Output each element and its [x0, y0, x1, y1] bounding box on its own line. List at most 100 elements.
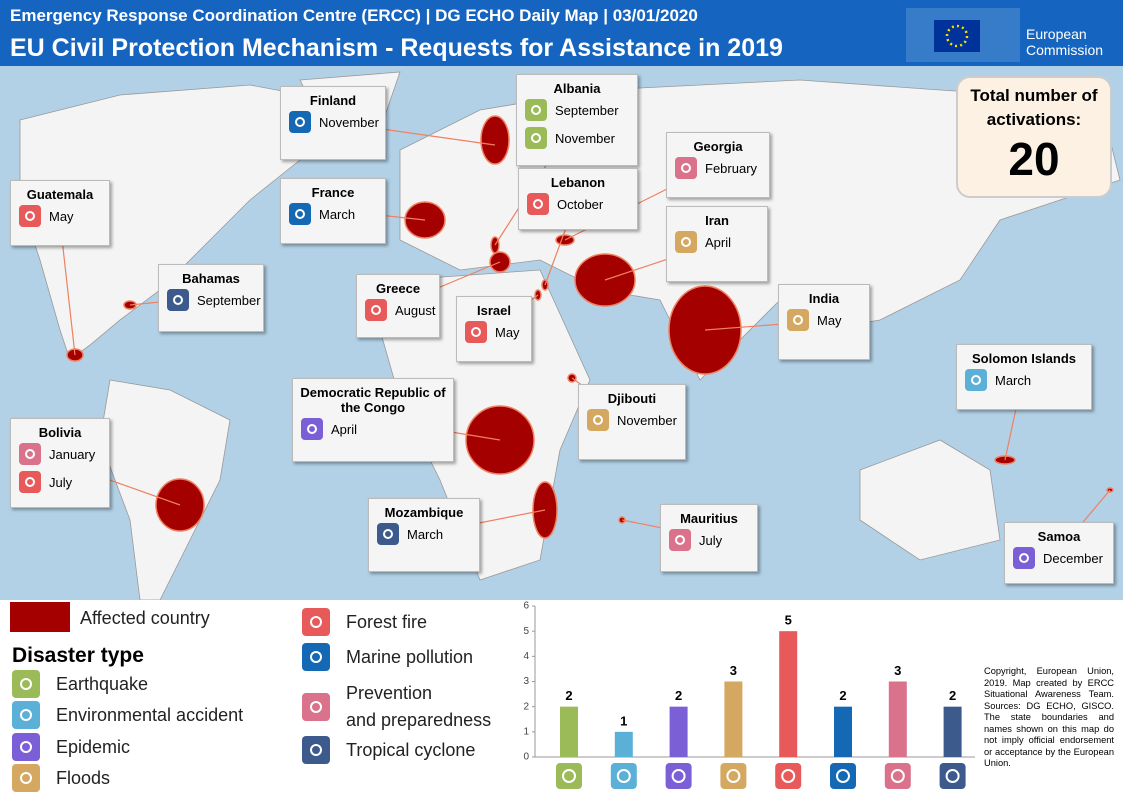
category-icon [775, 763, 802, 789]
country-name: Israel [477, 303, 511, 318]
legend-icon [12, 670, 40, 698]
legend-icon [12, 733, 40, 761]
bar [834, 706, 852, 757]
y-tick-label: 3 [523, 676, 529, 687]
category-icon-glyph [616, 769, 631, 783]
y-tick-label: 0 [523, 752, 529, 763]
country-box: Bolivia January July [10, 418, 110, 508]
disaster-icon [377, 523, 399, 545]
disaster-icon [289, 203, 311, 225]
value-label: 2 [675, 688, 682, 703]
event-row: March [369, 520, 479, 548]
legend-label: Earthquake [56, 673, 149, 694]
value-label: 3 [730, 663, 737, 678]
disaster-icon [19, 443, 41, 465]
country-name: Greece [375, 281, 421, 296]
legend-label: Forest fire [346, 611, 428, 632]
disaster-icon [787, 309, 809, 331]
category-icon-glyph [945, 769, 960, 783]
category-icon-glyph [890, 769, 905, 783]
logo-text: European Commission [1026, 26, 1104, 58]
eu-logo [906, 8, 1020, 62]
disaster-icon [527, 193, 549, 215]
event-month: November [617, 412, 677, 428]
event-row: September [159, 286, 263, 314]
y-tick-label: 1 [523, 726, 529, 737]
affected-country [480, 115, 510, 165]
country-box: France March [280, 178, 386, 244]
legend-item: Tropical cyclone [302, 736, 475, 764]
category-icon [830, 763, 856, 789]
country-box: Lebanon October [518, 168, 638, 230]
country-name: Bahamas [182, 271, 240, 286]
disaster-icon [167, 289, 189, 311]
legend-title: Disaster type [12, 644, 144, 667]
event-month: October [557, 196, 604, 212]
event-month: August [395, 302, 436, 318]
event-row: March [281, 200, 385, 228]
disaster-icon [19, 471, 41, 493]
event-month: April [705, 234, 732, 250]
event-month: May [49, 208, 74, 224]
y-tick-label: 4 [523, 651, 529, 662]
legend-item: Earthquake [12, 670, 148, 698]
legend-item: Prevention and preparedness [302, 680, 491, 734]
event-row: January [11, 440, 109, 468]
country-box: Finland November [280, 86, 386, 160]
bar [943, 706, 962, 757]
event-row: March [957, 366, 1091, 394]
legend-label: Floods [56, 767, 111, 788]
y-tick-label: 2 [523, 701, 529, 712]
header-bar [0, 0, 1123, 66]
country-name: Djibouti [607, 391, 657, 406]
category-icon [556, 763, 582, 789]
bar [888, 681, 907, 757]
disaster-icon [465, 321, 487, 343]
event-row: July [11, 468, 109, 496]
event-row: December [1005, 544, 1113, 572]
country-box: Mozambique March [368, 498, 480, 572]
bar [779, 631, 798, 757]
category-icon-glyph [562, 769, 576, 783]
event-row: April [667, 228, 767, 256]
value-label: 1 [620, 713, 627, 728]
y-tick-label: 6 [523, 601, 529, 612]
disaster-icon [525, 127, 547, 149]
country-box: Iran April [666, 206, 768, 282]
value-label: 2 [949, 688, 956, 703]
bar [560, 706, 578, 757]
event-month: February [705, 160, 758, 176]
legend-icon [12, 764, 40, 792]
country-name: Mozambique [384, 505, 464, 520]
bar [724, 681, 743, 757]
event-month: January [49, 446, 96, 462]
value-label: 5 [785, 613, 792, 628]
category-icon [720, 763, 747, 789]
legend-item: Epidemic [12, 733, 130, 761]
event-month: November [555, 130, 615, 146]
disaster-icon [669, 529, 691, 551]
country-box: Democratic Republic of the Congo April [292, 378, 454, 462]
bar [614, 731, 633, 757]
disaster-icon [675, 231, 697, 253]
legend-icon [12, 701, 40, 729]
legend-icon [302, 736, 330, 764]
copyright: Copyright, European Union, 2019. Map cre… [984, 666, 1114, 768]
value-label: 2 [565, 688, 572, 703]
legend-label: Marine pollution [346, 646, 474, 667]
country-box: Greece August [356, 274, 440, 338]
country-name: Solomon Islands [971, 351, 1076, 366]
country-box: India May [778, 284, 870, 360]
total-value: 20 [1008, 133, 1060, 185]
event-month: December [1043, 550, 1103, 566]
country-name: Lebanon [550, 175, 606, 190]
header-title: EU Civil Protection Mechanism - Requests… [10, 34, 783, 62]
country-box: Djibouti November [578, 384, 686, 460]
event-month: September [197, 292, 261, 308]
category-icon-glyph [781, 769, 796, 783]
event-month: November [319, 114, 379, 130]
event-row: November [281, 108, 385, 136]
country-box: Israel May [456, 296, 532, 362]
country-box: Georgia February [666, 132, 770, 198]
